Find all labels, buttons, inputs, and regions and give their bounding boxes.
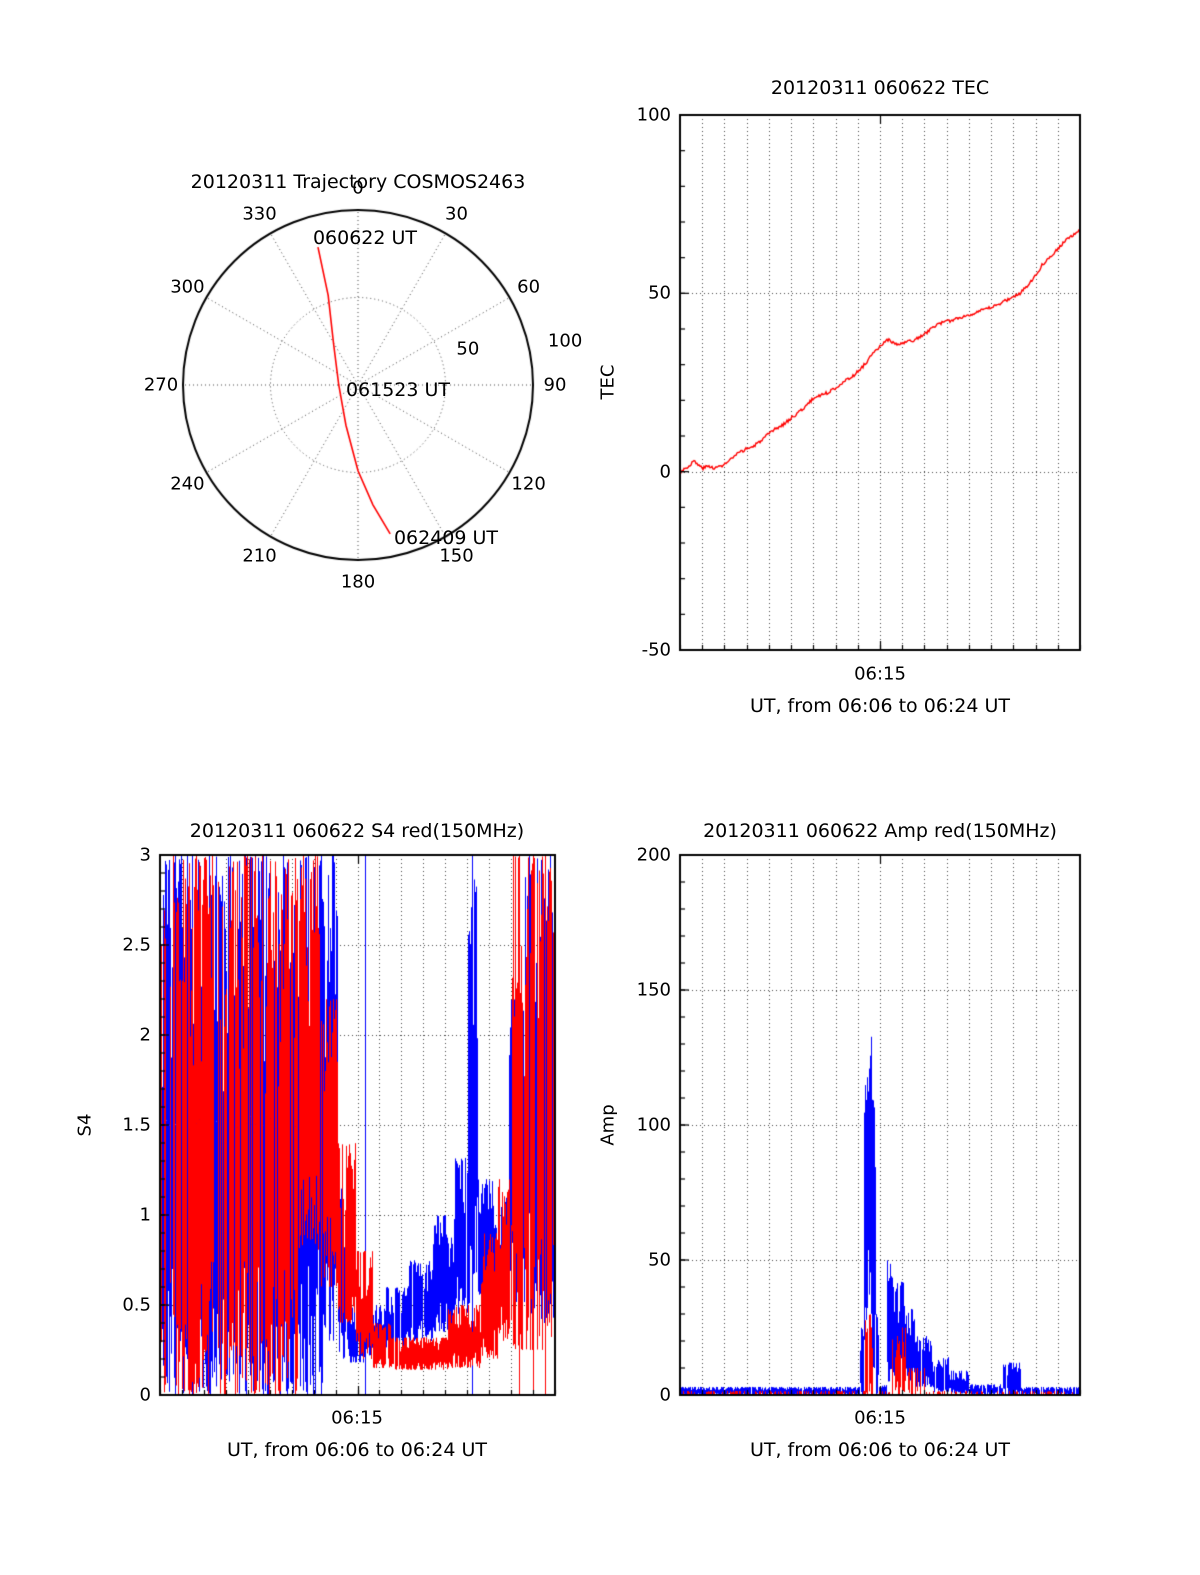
amp-ytick-150: 150 bbox=[636, 979, 671, 1001]
s4-ytick-3: 3 bbox=[139, 844, 151, 866]
s4-ytick-1.5: 1.5 bbox=[122, 1114, 151, 1136]
tec-ytick--50: -50 bbox=[641, 639, 671, 661]
polar-azimuth-label-330: 330 bbox=[242, 203, 277, 225]
tec-xlabel: UT, from 06:06 to 06:24 UT bbox=[749, 695, 1011, 717]
polar-azimuth-label-240: 240 bbox=[170, 473, 205, 494]
s4-ylabel: S4 bbox=[74, 1113, 96, 1137]
s4-xtick-0615: 06:15 bbox=[331, 1407, 383, 1429]
amp-ytick-50: 50 bbox=[648, 1249, 671, 1271]
s4-ytick-2: 2 bbox=[139, 1024, 151, 1046]
tec-xtick-0615: 06:15 bbox=[854, 663, 906, 685]
tec-ytick-0: 0 bbox=[659, 461, 671, 483]
amp-xtick-0615: 06:15 bbox=[854, 1407, 906, 1429]
polar-azimuth-label-60: 60 bbox=[517, 276, 541, 297]
trajectory-annotation-2: 062409 UT bbox=[393, 527, 499, 549]
polar-azimuth-label-270: 270 bbox=[143, 374, 179, 396]
tec-title: 20120311 060622 TEC bbox=[770, 77, 990, 99]
amp-ylabel: Amp bbox=[597, 1104, 619, 1146]
tec-ytick-100: 100 bbox=[636, 104, 671, 126]
amp-xlabel: UT, from 06:06 to 06:24 UT bbox=[749, 1439, 1011, 1461]
polar-azimuth-label-0: 0 bbox=[352, 177, 364, 199]
s4-ytick-2.5: 2.5 bbox=[122, 934, 151, 956]
polar-azimuth-label-120: 120 bbox=[511, 473, 546, 494]
polar-radius-label-100: 100 bbox=[547, 330, 583, 352]
amp-ytick-200: 200 bbox=[636, 844, 671, 866]
s4-ytick-0.5: 0.5 bbox=[122, 1294, 151, 1316]
s4-ytick-1: 1 bbox=[139, 1204, 151, 1226]
trajectory-title: 20120311 Trajectory COSMOS2463 bbox=[190, 171, 526, 193]
polar-azimuth-label-30: 30 bbox=[445, 203, 468, 225]
s4-title: 20120311 060622 S4 red(150MHz) bbox=[189, 820, 525, 842]
amp-ytick-100: 100 bbox=[636, 1114, 671, 1136]
polar-azimuth-label-180: 180 bbox=[340, 571, 376, 593]
trajectory-annotation-0: 060622 UT bbox=[312, 227, 418, 249]
s4-xlabel: UT, from 06:06 to 06:24 UT bbox=[226, 1439, 488, 1461]
tec-ytick-50: 50 bbox=[648, 282, 671, 304]
polar-azimuth-label-210: 210 bbox=[242, 545, 277, 567]
polar-azimuth-label-300: 300 bbox=[170, 276, 205, 297]
amp-ytick-0: 0 bbox=[659, 1384, 671, 1406]
polar-radius-label-50: 50 bbox=[456, 338, 480, 360]
tec-ylabel: TEC bbox=[597, 364, 619, 400]
polar-azimuth-label-150: 150 bbox=[439, 545, 474, 567]
amp-title: 20120311 060622 Amp red(150MHz) bbox=[703, 820, 1057, 842]
s4-ytick-0: 0 bbox=[139, 1384, 151, 1406]
polar-azimuth-label-90: 90 bbox=[543, 374, 567, 396]
trajectory-annotation-1: 061523 UT bbox=[345, 379, 451, 401]
